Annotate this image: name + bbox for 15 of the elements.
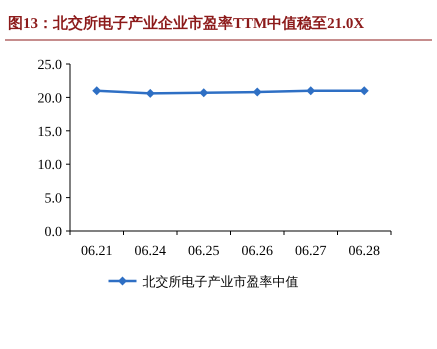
y-tick-label: 15.0 (38, 124, 62, 140)
x-tick-label: 06.27 (295, 244, 326, 259)
x-tick-label: 06.25 (188, 244, 220, 259)
x-tick-label: 06.24 (134, 244, 166, 259)
x-tick-label: 06.26 (242, 244, 273, 259)
y-tick-label: 20.0 (38, 91, 62, 106)
legend-label: 北交所电子产业市盈率中值 (142, 274, 298, 290)
chart-title: 图13：北交所电子产业企业市盈率TTM中值稳至21.0X (8, 14, 364, 32)
y-tick-label: 25.0 (38, 58, 62, 73)
y-tick-label: 10.0 (38, 158, 62, 174)
y-tick-label: 5.0 (44, 192, 62, 207)
legend: 北交所电子产业市盈率中值 (108, 275, 298, 290)
x-tick-label: 06.21 (81, 244, 112, 259)
y-tick-label: 0.0 (44, 225, 62, 240)
x-tick-label: 06.28 (348, 244, 380, 259)
